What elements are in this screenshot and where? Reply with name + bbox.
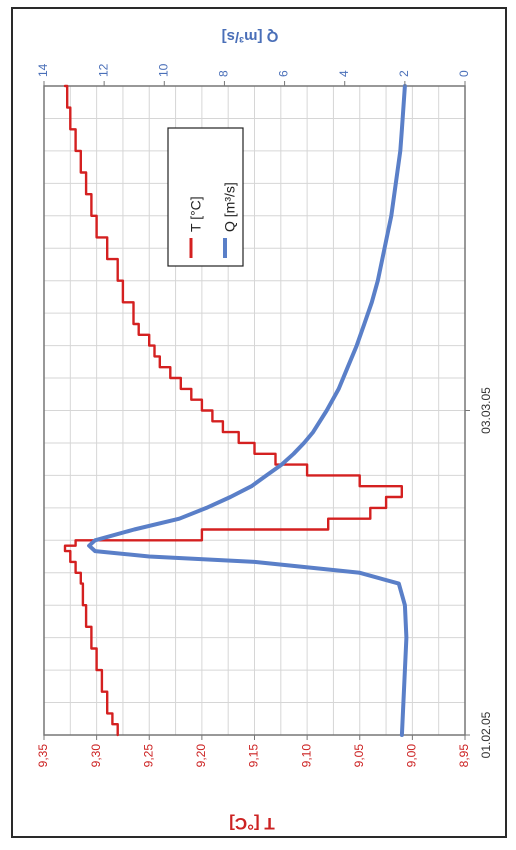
left-axis-tick-label: 8,95 (457, 744, 471, 768)
right-axis-tick-label: 14 (36, 63, 50, 77)
series-discharge-line (87, 84, 409, 737)
grid-lines (43, 85, 466, 736)
right-axis-tick-label: 8 (217, 70, 231, 77)
right-axis-tick-label: 2 (397, 70, 411, 77)
right-axis-tick-label: 10 (156, 63, 170, 77)
left-axis-title: T [°C] (229, 814, 275, 833)
right-axis-tick-label: 12 (96, 63, 110, 77)
right-axis-ticks: 0 2 4 6 8 10 12 14 (36, 63, 471, 86)
left-axis-tick-label: 9,15 (247, 744, 261, 768)
left-axis-tick-label: 9,00 (405, 744, 419, 768)
left-axis-tick-label: 9,05 (352, 744, 366, 768)
left-axis-tick-label: 9,20 (194, 744, 208, 768)
legend-label-discharge: Q [m³/s] (222, 182, 238, 232)
series-layer (63, 84, 409, 737)
x-axis-tick-label: 01.02.05 (479, 711, 493, 758)
right-axis-tick-label: 6 (277, 70, 291, 77)
outer-border (11, 7, 507, 838)
legend-box (167, 127, 244, 267)
right-axis-tick-label: 0 (457, 70, 471, 77)
x-axis-tick-label: 03.03.05 (479, 387, 493, 434)
left-axis-tick-label: 9,10 (299, 744, 313, 768)
legend-label-temperature: T [°C] (188, 196, 204, 232)
legend: T [°C] Q [m³/s] (167, 127, 244, 267)
left-axis-tick-label: 9,25 (141, 744, 155, 768)
left-axis-tick-label: 9,30 (89, 744, 103, 768)
x-axis-ticks: 01.02.05 03.03.05 (465, 387, 493, 758)
series-temperature-line (63, 84, 403, 737)
right-axis-tick-label: 4 (337, 70, 351, 77)
right-axis-title: Q [m³/s] (222, 28, 279, 45)
left-axis-tick-label: 9,35 (36, 744, 50, 768)
left-axis-ticks: 8,95 9,00 9,05 9,10 9,15 9,20 9,25 9,30 9,35 (36, 735, 471, 767)
